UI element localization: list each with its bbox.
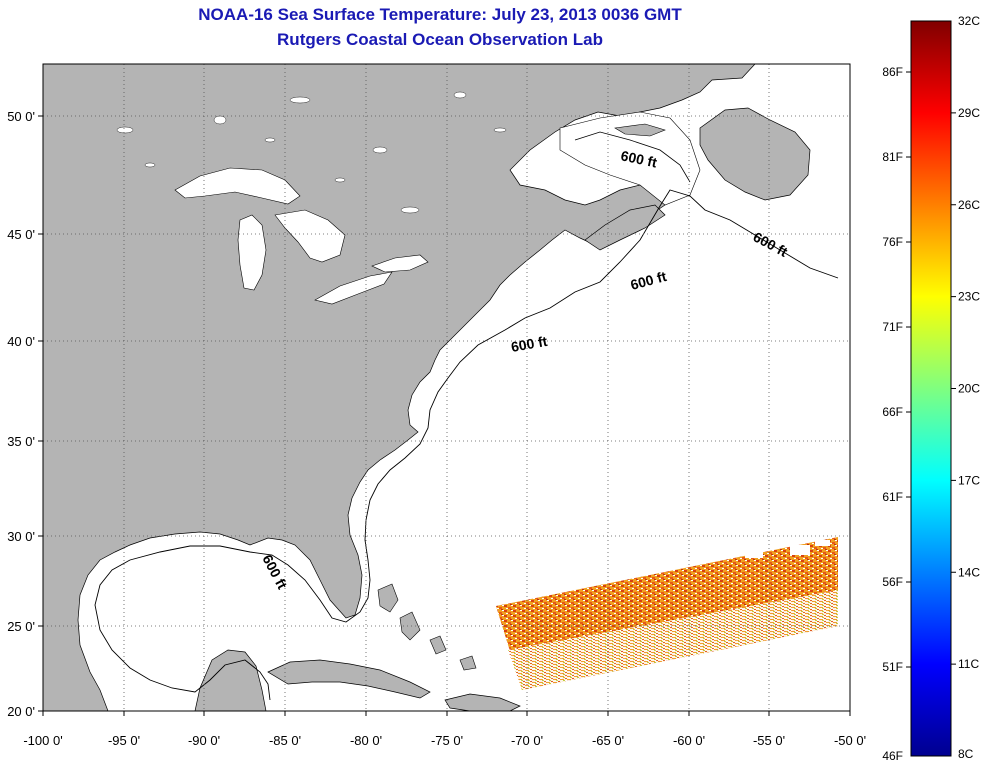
lake-erie <box>314 271 393 305</box>
colorbar <box>910 20 952 757</box>
lat-tick-label: 50 0' <box>7 109 35 124</box>
sst-swath-gaps <box>665 540 830 569</box>
isobath-600ft-line-gulf-stlawrence <box>574 131 691 183</box>
yucatan-land <box>194 649 267 711</box>
lon-tick-label: -65 0' <box>592 733 624 748</box>
colorbar-fahrenheit-label: 61F <box>882 490 903 504</box>
colorbar-fahrenheit-label: 71F <box>882 320 903 334</box>
colorbar-fahrenheit-label: 81F <box>882 150 903 164</box>
sst-swath-fringe <box>508 590 838 690</box>
colorbar-celsius-label: 20C <box>958 382 980 396</box>
colorbar-ticks: 32C 29C 26C 23C 20C 17C 14C 11C 8C 86F 81F 76F 71F 66… <box>882 14 980 763</box>
lon-tick-label: -70 0' <box>511 733 543 748</box>
lon-tick-label: -60 0' <box>673 733 705 748</box>
longitude-axis: -100 0' -95 0' -90 0' -85 0' -80 0' -75 0' -70… <box>23 711 866 748</box>
lat-tick-label: 25 0' <box>7 619 35 634</box>
inland-lakes <box>116 91 507 214</box>
anticosti-island <box>614 123 666 137</box>
colorbar-fahrenheit-label: 76F <box>882 235 903 249</box>
colorbar-celsius-label: 32C <box>958 14 980 28</box>
latitude-axis: 50 0' 45 0' 40 0' 35 0' 30 0' 25 0' 20 0' <box>7 109 43 719</box>
graticule <box>43 64 850 711</box>
isobath-600ft-line <box>94 189 839 701</box>
isobath-label: 600 ft <box>619 147 658 170</box>
colorbar-celsius-label: 14C <box>958 565 980 579</box>
isobath-label: 600 ft <box>510 333 549 355</box>
lat-tick-label: 35 0' <box>7 434 35 449</box>
lon-tick-label: -90 0' <box>188 733 220 748</box>
lon-tick-label: -100 0' <box>23 733 62 748</box>
lon-tick-label: -85 0' <box>269 733 301 748</box>
lake-superior <box>174 167 301 205</box>
cuba-land <box>267 659 431 699</box>
colorbar-fahrenheit-label: 66F <box>882 405 903 419</box>
lon-tick-label: -50 0' <box>834 733 866 748</box>
lat-tick-label: 30 0' <box>7 529 35 544</box>
colorbar-celsius-label: 29C <box>958 106 980 120</box>
lat-tick-label: 45 0' <box>7 227 35 242</box>
colorbar-fahrenheit-label: 86F <box>882 65 903 79</box>
lon-tick-label: -55 0' <box>753 733 785 748</box>
lat-tick-label: 20 0' <box>7 704 35 719</box>
map-title: NOAA-16 Sea Surface Temperature: July 23… <box>198 5 682 24</box>
colorbar-fahrenheit-label: 51F <box>882 660 903 674</box>
colorbar-celsius-label: 26C <box>958 198 980 212</box>
colorbar-fahrenheit-label: 56F <box>882 575 903 589</box>
lon-tick-label: -80 0' <box>350 733 382 748</box>
colorbar-celsius-label: 8C <box>958 747 974 761</box>
lon-tick-label: -75 0' <box>431 733 463 748</box>
colorbar-celsius-label: 23C <box>958 290 980 304</box>
map-subtitle: Rutgers Coastal Ocean Observation Lab <box>277 30 603 49</box>
colorbar-celsius-label: 17C <box>958 473 980 487</box>
gulf-st-lawrence <box>559 111 701 206</box>
hispaniola-land <box>444 693 521 711</box>
newfoundland-land <box>699 107 811 201</box>
colorbar-fahrenheit-label: 46F <box>882 749 903 763</box>
lon-tick-label: -95 0' <box>108 733 140 748</box>
lake-huron <box>274 209 346 263</box>
nova-scotia-land <box>584 204 666 251</box>
lake-ontario <box>371 254 429 273</box>
colorbar-celsius-label: 11C <box>958 657 979 671</box>
north-america-land <box>43 64 756 711</box>
lat-tick-label: 40 0' <box>7 334 35 349</box>
bahamas-islands <box>377 583 477 671</box>
